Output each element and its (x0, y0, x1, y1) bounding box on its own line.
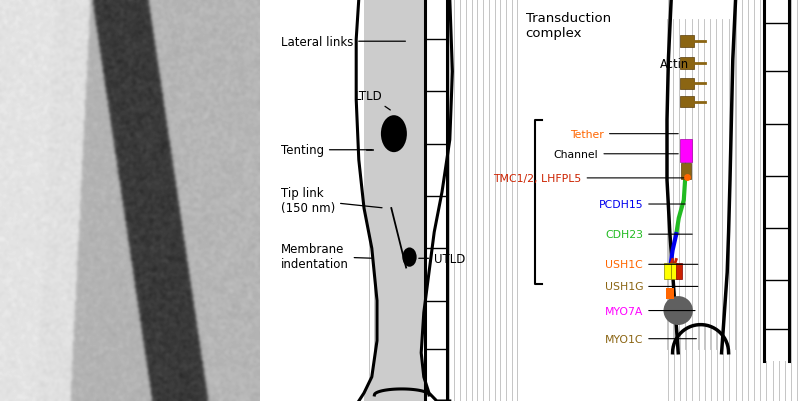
Text: Tenting: Tenting (281, 144, 372, 157)
Text: Actin: Actin (660, 58, 689, 71)
Text: Tip link
(150 nm): Tip link (150 nm) (281, 186, 382, 215)
Text: UTLD: UTLD (418, 252, 466, 265)
FancyBboxPatch shape (260, 0, 364, 401)
Polygon shape (356, 0, 453, 401)
FancyBboxPatch shape (681, 140, 692, 162)
FancyBboxPatch shape (664, 263, 671, 279)
Text: MYO7A: MYO7A (605, 306, 695, 316)
FancyBboxPatch shape (260, 0, 358, 401)
Text: LTLD: LTLD (355, 90, 390, 111)
Text: USH1G: USH1G (605, 282, 698, 292)
Ellipse shape (663, 296, 693, 325)
Text: Tether: Tether (570, 130, 678, 139)
Ellipse shape (381, 116, 407, 153)
Text: CDH23: CDH23 (606, 230, 692, 239)
Polygon shape (667, 0, 736, 353)
Text: PCDH15: PCDH15 (598, 200, 686, 209)
Text: MYO1C: MYO1C (605, 334, 697, 344)
FancyBboxPatch shape (520, 0, 666, 401)
FancyBboxPatch shape (682, 163, 690, 179)
Text: TMC1/2, LHFPL5: TMC1/2, LHFPL5 (494, 174, 684, 183)
FancyBboxPatch shape (426, 0, 447, 401)
FancyBboxPatch shape (681, 96, 694, 108)
Text: Channel: Channel (554, 150, 678, 159)
Text: Lateral links: Lateral links (281, 36, 406, 49)
FancyBboxPatch shape (764, 0, 789, 361)
FancyBboxPatch shape (676, 263, 682, 279)
FancyBboxPatch shape (520, 0, 666, 401)
Text: USH1C: USH1C (606, 260, 698, 269)
FancyBboxPatch shape (681, 36, 694, 48)
Text: Transduction
complex: Transduction complex (526, 12, 610, 40)
FancyBboxPatch shape (681, 78, 694, 90)
FancyBboxPatch shape (666, 288, 674, 299)
FancyBboxPatch shape (681, 58, 694, 70)
Ellipse shape (402, 248, 417, 267)
Text: Membrane
indentation: Membrane indentation (281, 243, 372, 271)
FancyBboxPatch shape (671, 263, 677, 279)
